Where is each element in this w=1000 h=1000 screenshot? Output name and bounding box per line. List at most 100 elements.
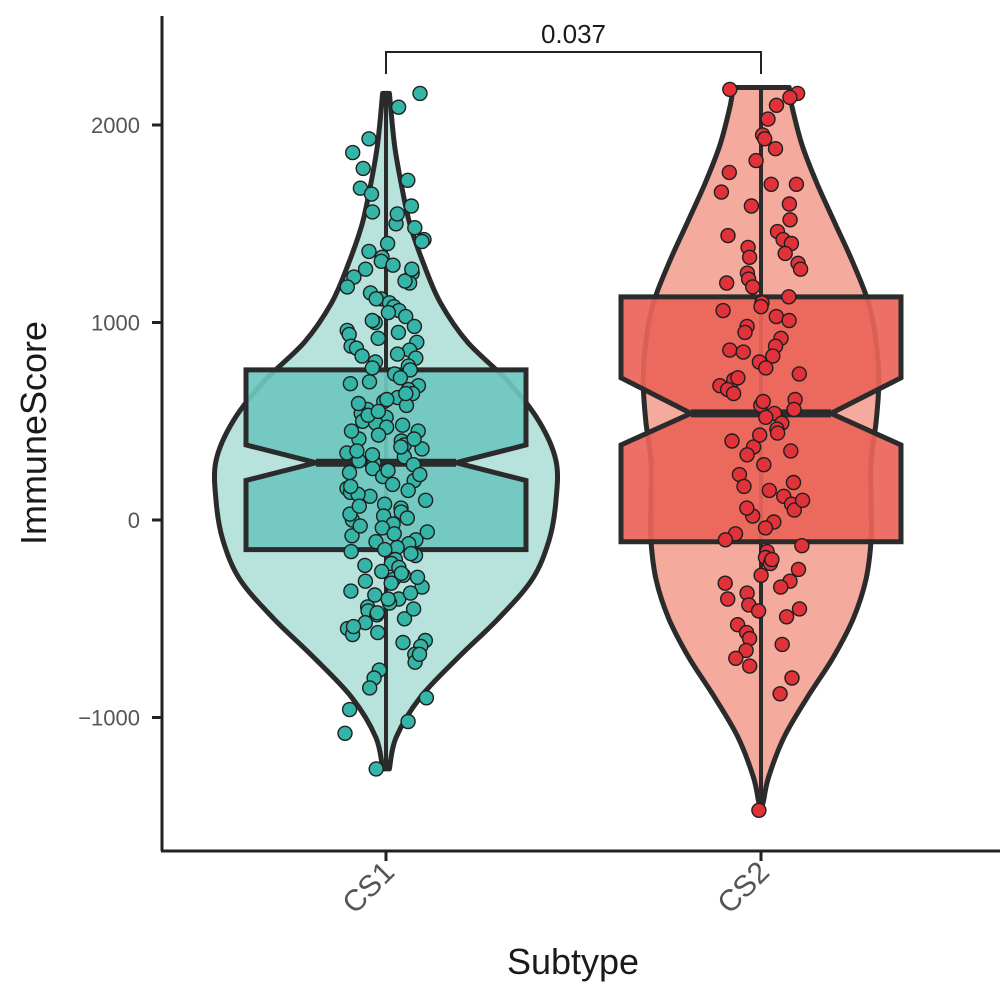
point-cs1 [404, 261, 420, 277]
point-cs1 [412, 85, 428, 102]
point-cs2 [725, 385, 742, 402]
point-cs2 [774, 636, 790, 653]
point-cs2 [765, 348, 781, 364]
point-cs1 [345, 144, 361, 161]
x-tick-label: CS1 [336, 856, 401, 921]
point-cs2 [768, 308, 784, 325]
point-cs1 [341, 464, 358, 481]
point-cs2 [781, 312, 797, 329]
point-cs2 [758, 360, 774, 376]
y-tick-label: 1000 [91, 311, 140, 336]
axes-layer [160, 16, 1000, 853]
point-cs1 [393, 565, 410, 581]
point-cs1 [402, 585, 419, 601]
point-cs1 [370, 403, 386, 420]
point-cs1 [361, 374, 378, 390]
point-cs1 [383, 575, 399, 591]
point-cs1 [369, 605, 385, 621]
point-cs1 [377, 541, 393, 558]
point-cs2 [736, 478, 752, 495]
point-cs2 [758, 409, 774, 425]
point-cs1 [364, 312, 380, 329]
point-cs1 [363, 186, 380, 202]
point-cs1 [414, 233, 430, 250]
point-cs2 [720, 227, 736, 244]
point-cs2 [781, 289, 797, 305]
point-cs2 [785, 474, 802, 491]
point-cs1 [343, 478, 359, 495]
point-cs2 [751, 802, 767, 818]
bracket-line [385, 51, 762, 74]
point-cs1 [349, 443, 365, 459]
point-cs1 [357, 261, 374, 277]
point-cs1 [406, 431, 422, 447]
point-cs1 [361, 131, 377, 147]
point-cs2 [748, 152, 764, 169]
x-ticks-layer: CS1 CS2 [336, 851, 776, 920]
point-cs1 [337, 725, 353, 741]
point-cs2 [739, 447, 755, 463]
y-tick-label: 2000 [91, 113, 140, 138]
point-cs1 [389, 206, 405, 222]
point-cs1 [380, 462, 396, 479]
point-cs1 [412, 466, 428, 483]
point-cs2 [784, 670, 800, 686]
point-cs2 [790, 561, 807, 578]
point-cs2 [756, 457, 772, 473]
point-cs2 [728, 650, 744, 666]
points-layer [337, 81, 811, 818]
point-cs1 [417, 492, 434, 508]
point-cs1 [384, 476, 401, 493]
point-cs1 [399, 510, 415, 526]
point-cs1 [364, 204, 381, 220]
point-cs1 [374, 563, 390, 580]
point-cs2 [722, 342, 738, 358]
point-cs2 [717, 532, 734, 548]
point-cs2 [720, 591, 736, 607]
point-cs1 [392, 370, 409, 386]
y-tick-label: 0 [128, 508, 140, 533]
point-cs2 [794, 538, 810, 554]
point-cs2 [777, 245, 793, 262]
x-tick-label: CS2 [711, 856, 776, 921]
point-cs2 [757, 520, 774, 536]
point-cs1 [418, 690, 435, 706]
point-cs1 [389, 346, 406, 362]
point-cs2 [791, 601, 808, 617]
point-cs1 [370, 330, 386, 346]
point-cs2 [792, 261, 809, 277]
point-cs1 [351, 498, 367, 514]
point-cs2 [752, 427, 768, 443]
point-cs1 [345, 618, 362, 635]
point-cs2 [772, 686, 788, 702]
y-tick-label: −1000 [78, 706, 140, 731]
point-cs2 [750, 603, 767, 619]
point-cs1 [380, 304, 397, 321]
point-cs2 [782, 89, 798, 106]
x-axis-title: Subtype [507, 941, 639, 982]
point-cs1 [361, 243, 377, 260]
point-cs1 [343, 423, 360, 439]
p-value-label: 0.037 [541, 19, 606, 49]
point-cs2 [767, 140, 784, 157]
point-cs1 [380, 591, 396, 607]
point-cs2 [769, 425, 786, 441]
point-cs1 [357, 573, 374, 589]
point-cs2 [791, 366, 807, 382]
point-cs1 [396, 611, 413, 627]
point-cs2 [713, 184, 730, 200]
point-cs1 [398, 385, 414, 402]
point-cs2 [745, 279, 761, 295]
point-cs2 [722, 81, 738, 98]
point-cs1 [370, 624, 386, 641]
y-axis-title: ImmuneScore [13, 321, 54, 545]
point-cs1 [400, 172, 416, 189]
y-ticks-layer: −1000 0 1000 2000 [78, 113, 162, 731]
point-cs2 [739, 500, 755, 516]
point-cs2 [768, 97, 785, 114]
point-cs1 [357, 557, 373, 574]
point-cs1 [395, 634, 411, 651]
point-cs2 [721, 164, 737, 181]
point-cs1 [409, 569, 426, 585]
